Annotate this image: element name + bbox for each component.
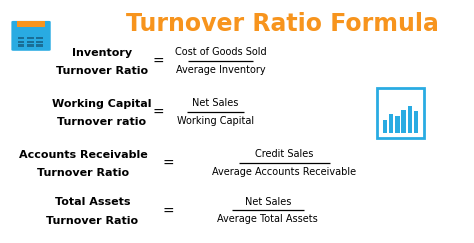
Bar — [36, 37, 43, 39]
Bar — [36, 41, 43, 43]
Bar — [18, 37, 24, 39]
Bar — [414, 112, 418, 133]
Text: Net Sales: Net Sales — [245, 197, 291, 207]
Text: Total Assets: Total Assets — [55, 197, 130, 207]
Text: Average Inventory: Average Inventory — [175, 65, 265, 75]
Bar — [395, 116, 400, 133]
Text: Working Capital: Working Capital — [52, 99, 152, 109]
Bar — [389, 114, 393, 133]
Text: Accounts Receivable: Accounts Receivable — [18, 150, 147, 160]
Bar — [401, 110, 406, 133]
Text: Credit Sales: Credit Sales — [255, 149, 314, 159]
Bar — [27, 41, 34, 43]
Text: =: = — [153, 55, 164, 69]
FancyBboxPatch shape — [376, 88, 424, 138]
Text: =: = — [163, 204, 174, 218]
Bar — [18, 41, 24, 43]
Text: Inventory: Inventory — [72, 48, 132, 58]
FancyBboxPatch shape — [17, 21, 45, 27]
Bar — [27, 37, 34, 39]
Text: Working Capital: Working Capital — [177, 116, 254, 126]
Text: =: = — [163, 157, 174, 171]
Text: Net Sales: Net Sales — [192, 98, 239, 108]
Bar — [18, 44, 24, 47]
Text: Average Total Assets: Average Total Assets — [218, 214, 318, 224]
Bar — [408, 106, 412, 133]
Bar — [36, 44, 43, 47]
Text: Turnover ratio: Turnover ratio — [57, 117, 146, 127]
FancyBboxPatch shape — [11, 21, 51, 51]
Text: Turnover Ratio Formula: Turnover Ratio Formula — [126, 12, 438, 36]
Text: Turnover Ratio: Turnover Ratio — [56, 66, 148, 76]
Text: Cost of Goods Sold: Cost of Goods Sold — [174, 47, 266, 57]
Text: Average Accounts Receivable: Average Accounts Receivable — [212, 167, 356, 177]
Bar — [383, 120, 387, 133]
Bar — [27, 44, 34, 47]
Text: Turnover Ratio: Turnover Ratio — [46, 216, 138, 226]
Text: Turnover Ratio: Turnover Ratio — [37, 168, 129, 178]
Text: =: = — [153, 106, 164, 120]
